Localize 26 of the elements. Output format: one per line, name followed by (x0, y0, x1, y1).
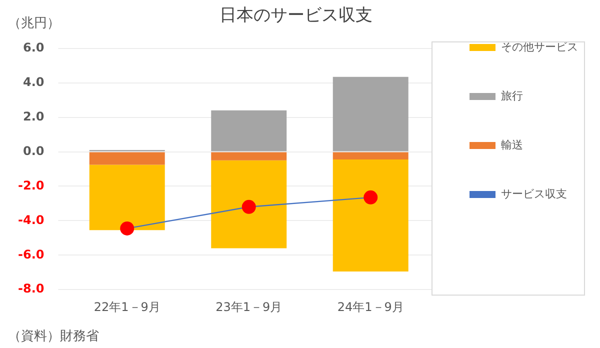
chart-title: 日本のサービス収支 (220, 6, 372, 26)
text: （資料）財務省 (8, 329, 99, 344)
bar (211, 152, 287, 160)
x-tick-label: 24年1－9月 (337, 300, 404, 314)
bar (89, 164, 165, 230)
bar (332, 152, 408, 160)
legend-label: 輸送 (501, 138, 523, 152)
bar (89, 152, 165, 165)
bar (332, 76, 408, 152)
y-tick-label: -6.0 (18, 247, 44, 262)
bar (332, 160, 408, 272)
x-tick-label: 22年1－9月 (94, 300, 160, 314)
y-tick-label: -8.0 (18, 282, 44, 296)
x-tick-label: 23年1－9月 (216, 300, 282, 314)
y-tick-label: 6.0 (22, 40, 44, 55)
y-axis-title: （兆円） (8, 16, 60, 31)
legend-label: 旅行 (501, 89, 523, 102)
y-tick-label: -2.0 (18, 178, 44, 192)
bar (211, 110, 287, 152)
y-tick-label: 4.0 (22, 74, 44, 89)
legend-label: その他サービス (501, 40, 578, 54)
y-tick-label: 2.0 (22, 109, 44, 124)
y-tick-label: 0.0 (22, 144, 44, 158)
bar (211, 160, 287, 248)
legend-label: サービス収支 (501, 187, 567, 200)
y-tick-label: -4.0 (18, 212, 44, 227)
